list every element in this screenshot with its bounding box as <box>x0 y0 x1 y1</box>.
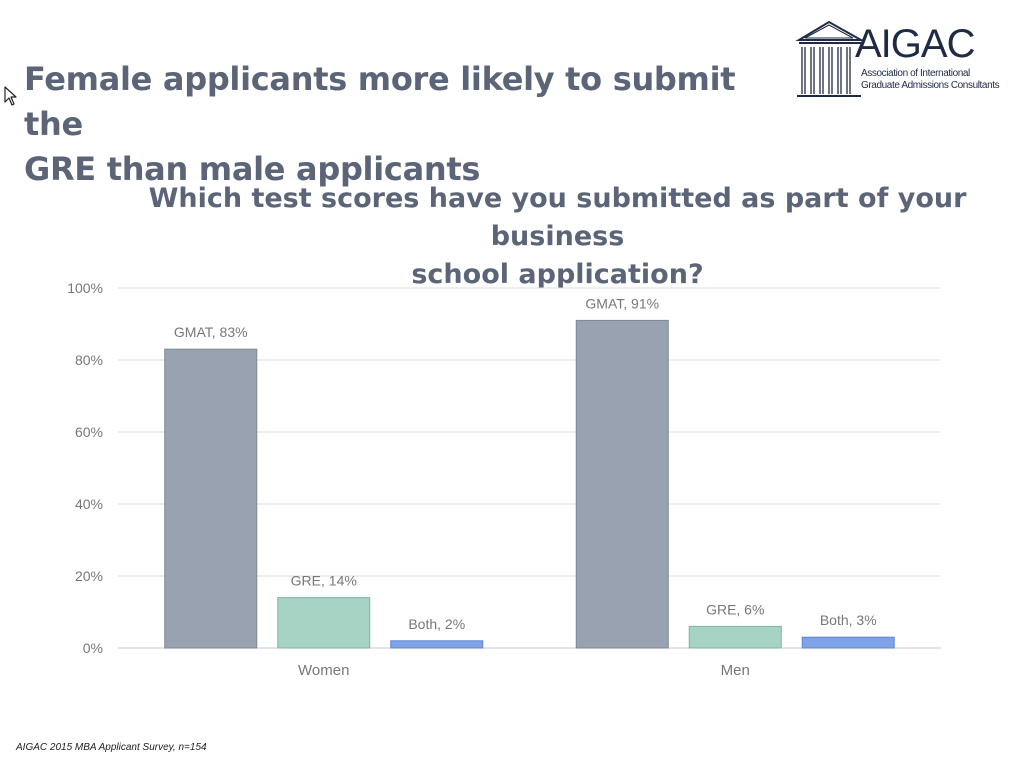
data-labels: GMAT, 83% GRE, 14% Both, 2% GMAT, 91% GRE, 6… <box>174 295 877 631</box>
data-label: Both, 3% <box>820 612 877 628</box>
x-axis-ticks: Women Men <box>298 662 750 679</box>
bar-gre-women <box>277 597 371 649</box>
bar-chart: 0% 20% 40% 60% 80% 100% GMAT, 83% GRE, 14% Both… <box>67 280 941 679</box>
y-tick-label: 60% <box>75 424 103 440</box>
aigac-logo: AIGAC Association of International Gradu… <box>795 16 1005 102</box>
y-tick-label: 0% <box>83 640 103 656</box>
bar-both-men <box>801 636 895 649</box>
footnote: AIGAC 2015 MBA Applicant Survey, n=154 <box>16 742 207 753</box>
bar-both-women <box>390 640 484 649</box>
data-label: Both, 2% <box>408 616 465 632</box>
logo-subtitle-line-1: Association of International <box>861 68 970 79</box>
data-label: GRE, 6% <box>706 601 764 617</box>
y-tick-label: 100% <box>67 280 103 296</box>
x-tick-label: Women <box>298 662 349 679</box>
bar-gmat-men <box>575 319 669 649</box>
bar-gre-men <box>688 625 782 649</box>
slide-title-line-1: Female applicants more likely to submit … <box>24 60 736 143</box>
logo-subtitle: Association of International Graduate Ad… <box>861 68 1011 92</box>
slide-title-line-2: GRE than male applicants <box>24 150 481 188</box>
logo-subtitle-line-2: Graduate Admissions Consultants <box>861 80 1000 91</box>
chart-title-line-2: school application? <box>411 259 704 290</box>
y-tick-label: 20% <box>75 568 103 584</box>
y-axis-ticks: 0% 20% 40% 60% 80% 100% <box>67 280 103 656</box>
bar-gmat-women <box>164 348 258 649</box>
data-label: GRE, 14% <box>291 573 357 589</box>
y-tick-label: 80% <box>75 352 103 368</box>
building-columns-icon <box>795 20 863 97</box>
y-tick-label: 40% <box>75 496 103 512</box>
bars <box>164 319 895 649</box>
chart-title: Which test scores have you submitted as … <box>90 180 1019 294</box>
data-label: GMAT, 91% <box>585 295 659 311</box>
data-label: GMAT, 83% <box>174 324 248 340</box>
x-tick-label: Men <box>721 662 750 679</box>
slide-title: Female applicants more likely to submit … <box>24 57 784 192</box>
logo-wordmark: AIGAC <box>855 22 975 66</box>
chart-title-line-1: Which test scores have you submitted as … <box>148 183 967 252</box>
mouse-cursor-icon <box>4 86 17 106</box>
